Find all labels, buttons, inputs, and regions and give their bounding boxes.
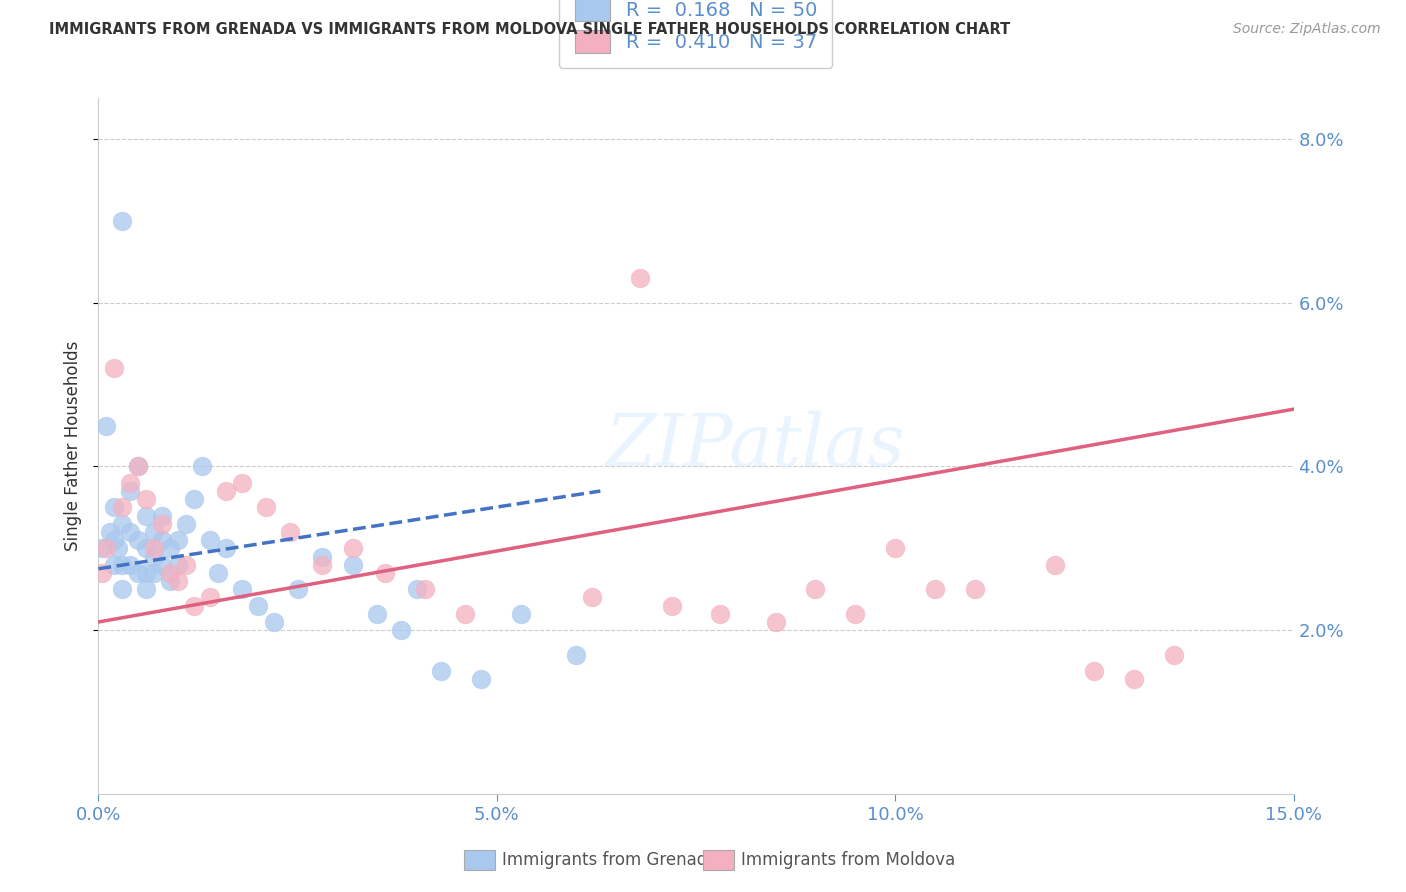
Point: [1123, 673, 1146, 687]
Point: [183, 599, 205, 613]
Point: [167, 558, 190, 572]
Point: [366, 607, 388, 621]
Point: [1163, 648, 1185, 662]
Point: [709, 607, 731, 621]
Point: [263, 615, 285, 629]
Text: Source: ZipAtlas.com: Source: ZipAtlas.com: [1233, 22, 1381, 37]
Point: [143, 566, 166, 580]
Legend: R =  0.168   N = 50, R =  0.410   N = 37: R = 0.168 N = 50, R = 0.410 N = 37: [560, 0, 832, 69]
Point: [98, 524, 122, 539]
Point: [924, 582, 946, 597]
Point: [96, 418, 118, 433]
Point: [120, 483, 142, 498]
Point: [120, 524, 142, 539]
Point: [107, 541, 129, 556]
Point: [159, 574, 181, 588]
Point: [430, 664, 453, 678]
Point: [231, 475, 253, 490]
Text: IMMIGRANTS FROM GRENADA VS IMMIGRANTS FROM MOLDOVA SINGLE FATHER HOUSEHOLDS CORR: IMMIGRANTS FROM GRENADA VS IMMIGRANTS FR…: [49, 22, 1011, 37]
Point: [111, 516, 134, 531]
Point: [150, 558, 173, 572]
Point: [198, 591, 221, 605]
Point: [254, 500, 277, 515]
Point: [454, 607, 477, 621]
Point: [135, 541, 157, 556]
Point: [628, 271, 651, 285]
Text: ZIPatlas: ZIPatlas: [606, 410, 905, 482]
Point: [509, 607, 531, 621]
Y-axis label: Single Father Households: Single Father Households: [65, 341, 83, 551]
Point: [765, 615, 787, 629]
Point: [103, 558, 125, 572]
Point: [1083, 664, 1105, 678]
Point: [96, 541, 118, 556]
Point: [103, 500, 125, 515]
Point: [127, 459, 149, 474]
Point: [127, 533, 149, 548]
Point: [174, 558, 197, 572]
Point: [231, 582, 253, 597]
Point: [191, 459, 214, 474]
Point: [150, 508, 173, 523]
Point: [91, 541, 114, 556]
Point: [135, 582, 157, 597]
Point: [150, 533, 173, 548]
Point: [111, 558, 134, 572]
Point: [884, 541, 907, 556]
Point: [120, 475, 142, 490]
Point: [111, 582, 134, 597]
Point: [103, 533, 125, 548]
Point: [127, 566, 149, 580]
Point: [150, 516, 173, 531]
Point: [207, 566, 229, 580]
Point: [963, 582, 986, 597]
Point: [103, 361, 125, 376]
Point: [143, 524, 166, 539]
Point: [278, 524, 301, 539]
Point: [159, 566, 181, 580]
Point: [183, 492, 205, 507]
Point: [342, 558, 364, 572]
Point: [661, 599, 683, 613]
Point: [389, 623, 412, 637]
Point: [159, 541, 181, 556]
Point: [127, 459, 149, 474]
Point: [1043, 558, 1066, 572]
Point: [135, 566, 157, 580]
Point: [470, 673, 492, 687]
Point: [287, 582, 309, 597]
Point: [311, 558, 333, 572]
Point: [804, 582, 827, 597]
Point: [135, 492, 157, 507]
Point: [565, 648, 588, 662]
Point: [311, 549, 333, 564]
Point: [581, 591, 603, 605]
Point: [111, 214, 134, 228]
Point: [406, 582, 429, 597]
Point: [246, 599, 269, 613]
Point: [111, 500, 134, 515]
Point: [167, 574, 190, 588]
Text: Immigrants from Moldova: Immigrants from Moldova: [741, 851, 955, 869]
Point: [143, 549, 166, 564]
Point: [120, 558, 142, 572]
Point: [342, 541, 364, 556]
Point: [374, 566, 396, 580]
Point: [167, 533, 190, 548]
Text: Immigrants from Grenada: Immigrants from Grenada: [502, 851, 717, 869]
Point: [174, 516, 197, 531]
Point: [91, 566, 114, 580]
Point: [143, 541, 166, 556]
Point: [215, 483, 238, 498]
Point: [413, 582, 436, 597]
Point: [135, 508, 157, 523]
Point: [198, 533, 221, 548]
Point: [215, 541, 238, 556]
Point: [844, 607, 866, 621]
